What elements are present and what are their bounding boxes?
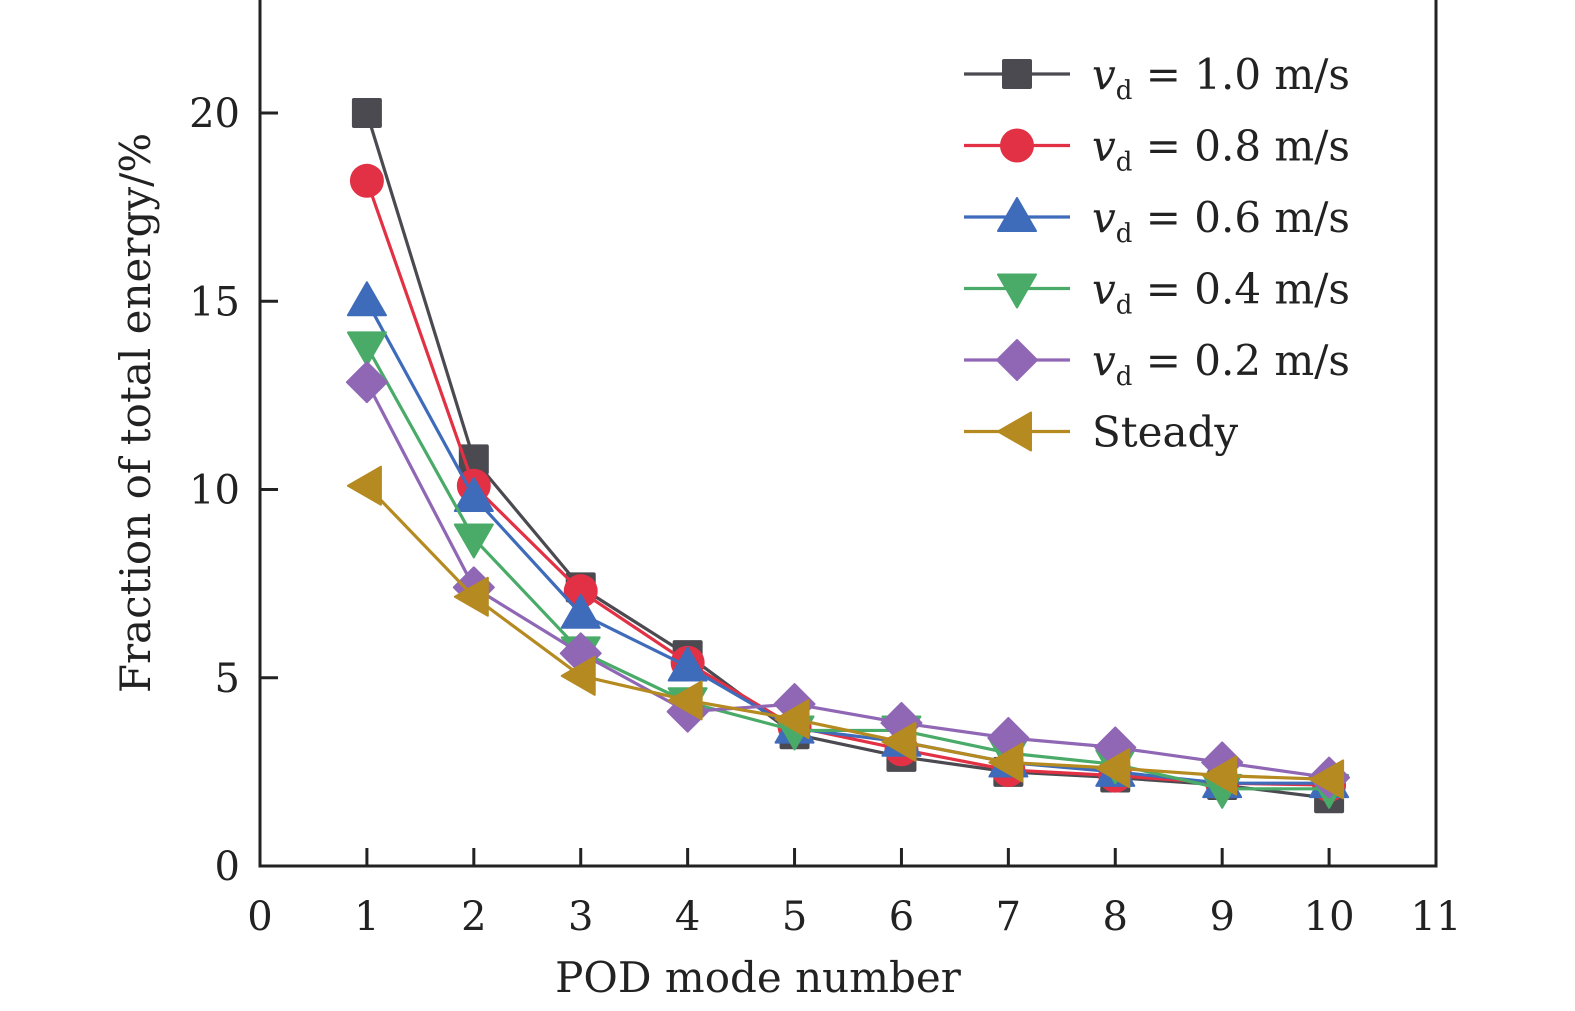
x-tick-label: 7 — [996, 894, 1021, 940]
data-point-triangle-left — [346, 465, 382, 506]
legend-item: vd = 0.2 m/s — [964, 336, 1350, 392]
y-tick-label: 5 — [215, 656, 240, 702]
data-point-circle — [563, 574, 598, 609]
legend-subscript: d — [1116, 219, 1133, 249]
legend-label: vd = 1.0 m/s — [1092, 50, 1350, 106]
data-point-triangle-down — [346, 331, 387, 367]
legend-subscript: d — [1116, 362, 1133, 392]
y-tick-label: 15 — [189, 279, 240, 325]
data-point-triangle-left — [774, 699, 810, 740]
data-point-triangle-up — [453, 477, 494, 513]
x-tick-label: 5 — [782, 894, 807, 940]
legend-var: v — [1092, 265, 1116, 314]
x-tick-label: 6 — [889, 894, 914, 940]
x-tick-label: 8 — [1103, 894, 1128, 940]
data-point-triangle-down — [453, 523, 494, 559]
legend-item: vd = 1.0 m/s — [964, 50, 1350, 106]
data-point-square — [351, 98, 382, 128]
series-1 — [349, 163, 1347, 803]
legend-rest: Steady — [1092, 408, 1238, 457]
legend-var: v — [1092, 122, 1116, 171]
data-point-triangle-up — [346, 281, 387, 317]
legend-item: Steady — [964, 408, 1238, 457]
legend-label: vd = 0.8 m/s — [1092, 122, 1350, 178]
legend-marker-diamond — [996, 339, 1038, 381]
y-axis-title: Fraction of total energy/% — [111, 133, 160, 693]
data-point-diamond — [345, 361, 388, 404]
x-tick-label: 10 — [1304, 894, 1355, 940]
x-tick-label: 3 — [568, 894, 593, 940]
series-line — [365, 112, 1330, 800]
data-point-triangle-up — [667, 646, 708, 682]
x-tick-label: 2 — [461, 894, 486, 940]
data-point-triangle-left — [560, 655, 596, 696]
legend-var: v — [1092, 50, 1116, 99]
legend-marker-circle — [1000, 128, 1034, 163]
legend: vd = 1.0 m/svd = 0.8 m/svd = 0.6 m/svd =… — [964, 50, 1350, 457]
legend-label: vd = 0.6 m/s — [1092, 193, 1350, 249]
x-tick-label: 4 — [675, 894, 700, 940]
data-point-triangle-left — [1095, 748, 1131, 789]
legend-label: Steady — [1092, 408, 1238, 457]
series-line — [365, 484, 1330, 782]
data-point-triangle-left — [453, 576, 489, 617]
y-tick-label: 0 — [215, 844, 240, 890]
series-5 — [346, 465, 1345, 800]
series-line — [365, 381, 1330, 780]
legend-marker-triangle-left — [997, 411, 1032, 452]
legend-var: v — [1092, 193, 1116, 242]
legend-subscript: d — [1116, 76, 1133, 106]
legend-subscript: d — [1116, 291, 1133, 321]
legend-item: vd = 0.8 m/s — [964, 122, 1350, 178]
legend-rest: = 0.4 m/s — [1132, 265, 1350, 314]
data-point-triangle-left — [1309, 759, 1345, 800]
x-axis-title: POD mode number — [555, 953, 962, 1002]
legend-item: vd = 0.4 m/s — [964, 265, 1350, 321]
legend-item: vd = 0.6 m/s — [964, 193, 1350, 249]
x-axis: 0 1 2 3 4 5 6 7 8 9 10 11 — [247, 848, 1461, 940]
y-axis: 0 5 10 15 20 — [189, 91, 278, 890]
series-line — [365, 180, 1330, 787]
legend-marker-triangle-down — [997, 273, 1037, 309]
legend-rest: = 0.8 m/s — [1132, 122, 1350, 171]
legend-marker-square — [1002, 59, 1032, 89]
legend-label: vd = 0.2 m/s — [1092, 336, 1350, 392]
data-point-triangle-left — [667, 680, 703, 721]
plot-frame — [258, 0, 1438, 868]
legend-rest: = 0.6 m/s — [1132, 193, 1350, 242]
x-tick-label: 9 — [1209, 894, 1234, 940]
data-point-triangle-up — [560, 593, 601, 629]
x-tick-label: 0 — [247, 894, 272, 940]
legend-subscript: d — [1116, 148, 1133, 178]
legend-rest: = 1.0 m/s — [1132, 50, 1350, 99]
legend-label: vd = 0.4 m/s — [1092, 265, 1350, 321]
legend-rest: = 0.2 m/s — [1132, 336, 1350, 385]
data-point-circle — [349, 163, 384, 198]
series-layer — [345, 98, 1351, 814]
data-point-triangle-left — [1202, 755, 1238, 796]
data-point-triangle-left — [988, 742, 1024, 783]
legend-var: v — [1092, 336, 1116, 385]
x-tick-label: 11 — [1411, 894, 1462, 940]
y-tick-label: 10 — [189, 468, 240, 514]
y-tick-label: 20 — [189, 91, 240, 137]
legend-marker-triangle-up — [997, 197, 1037, 232]
data-point-triangle-left — [881, 721, 917, 762]
x-tick-label: 1 — [354, 894, 379, 940]
